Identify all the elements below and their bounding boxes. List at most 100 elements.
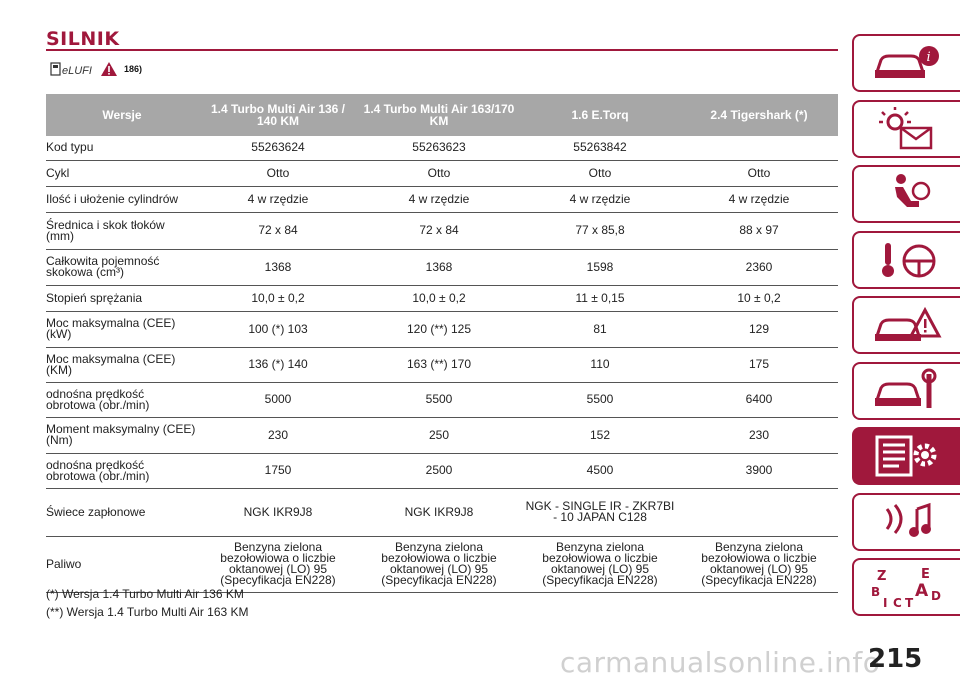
svg-text:D: D	[931, 589, 941, 603]
table-cell: 2360	[680, 249, 838, 286]
tab-maintenance[interactable]	[852, 361, 960, 420]
table-cell: 1368	[358, 249, 520, 286]
table-row: odnośna prędkość obrotowa (obr./min) 500…	[46, 382, 838, 418]
table-cell: Benzyna zielona bezołowiowa o liczbie ok…	[680, 536, 838, 593]
row-label: Moc maksymalna (CEE) (KM)	[46, 347, 198, 383]
svg-text:Z: Z	[877, 569, 886, 584]
key-steering-icon	[882, 242, 936, 277]
header-col-3: 1.6 E.Torq	[520, 94, 680, 136]
row-label: Cykl	[46, 160, 198, 187]
table-row: Cykl Otto Otto Otto Otto	[46, 160, 838, 187]
page-number: 215	[868, 644, 923, 674]
table-cell: 3900	[680, 453, 838, 489]
accident-warning-icon	[874, 306, 942, 341]
table-cell: NGK IKR9J8	[358, 488, 520, 537]
row-label: Moment maksymalny (CEE) (Nm)	[46, 417, 198, 454]
fuel-pump-icon: eLUFI	[50, 61, 96, 77]
svg-text:eLUFI: eLUFI	[62, 65, 92, 77]
airbag-seat-icon	[895, 174, 931, 207]
footnote-1: (*) Wersja 1.4 Turbo Multi Air 136 KM	[46, 587, 244, 601]
table-cell: 4 w rzędzie	[198, 186, 358, 213]
table-cell	[680, 136, 838, 161]
tab-car-info[interactable]: i	[852, 34, 960, 92]
svg-text:T: T	[905, 596, 914, 610]
header-col-4: 2.4 Tigershark (*)	[680, 94, 838, 136]
table-cell: NGK - SINGLE IR - ZKR7BI - 10 JAPAN C128	[520, 488, 680, 537]
chapter-tabs: i	[852, 34, 960, 624]
row-label: Całkowita pojemność skokowa (cm³)	[46, 249, 198, 286]
table-cell: 4 w rzędzie	[358, 186, 520, 213]
svg-text:E: E	[921, 567, 930, 582]
tab-technical-data[interactable]	[852, 427, 960, 485]
table-cell: 1598	[520, 249, 680, 286]
table-header-row: Wersje 1.4 Turbo Multi Air 136 / 140 KM …	[46, 94, 838, 136]
title-divider	[46, 49, 838, 51]
table-cell: 72 x 84	[358, 212, 520, 250]
table-cell: Benzyna zielona bezołowiowa o liczbie ok…	[358, 536, 520, 593]
table-cell: 81	[520, 311, 680, 348]
tab-multimedia[interactable]	[852, 492, 960, 551]
tab-safety[interactable]	[852, 165, 960, 223]
table-cell	[680, 488, 838, 537]
engine-spec-table: Wersje 1.4 Turbo Multi Air 136 / 140 KM …	[46, 94, 838, 593]
table-cell: 6400	[680, 382, 838, 418]
icon-row: eLUFI 186)	[50, 60, 142, 78]
table-cell: 55263842	[520, 136, 680, 161]
watermark: carmanualsonline.info	[560, 646, 881, 679]
table-cell: Otto	[198, 160, 358, 187]
footnote-2: (**) Wersja 1.4 Turbo Multi Air 163 KM	[46, 605, 249, 619]
technical-data-icon	[875, 435, 937, 477]
row-label: Paliwo	[46, 536, 198, 593]
svg-text:A: A	[915, 581, 929, 601]
car-service-icon	[874, 368, 937, 408]
table-cell: Otto	[680, 160, 838, 187]
row-label: odnośna prędkość obrotowa (obr./min)	[46, 453, 198, 489]
tab-starting-driving[interactable]	[852, 230, 960, 289]
table-cell: 136 (*) 140	[198, 347, 358, 383]
reference-note: 186)	[124, 64, 143, 74]
table-cell: 230	[198, 417, 358, 454]
table-cell: Benzyna zielona bezołowiowa o liczbie ok…	[198, 536, 358, 593]
tab-warning-lights[interactable]	[852, 99, 960, 158]
table-cell: 152	[520, 417, 680, 454]
table-row: Moment maksymalny (CEE) (Nm) 230 250 152…	[46, 417, 838, 454]
table-cell: 100 (*) 103	[198, 311, 358, 348]
table-row: Średnica i skok tłoków (mm) 72 x 84 72 x…	[46, 212, 838, 250]
row-label: Średnica i skok tłoków (mm)	[46, 212, 198, 250]
row-label: Moc maksymalna (CEE) (kW)	[46, 311, 198, 348]
row-label: Stopień sprężania	[46, 285, 198, 312]
table-cell: 175	[680, 347, 838, 383]
table-cell: 5500	[520, 382, 680, 418]
tab-emergency[interactable]	[852, 296, 960, 354]
tab-index[interactable]: Z E B A I C T D	[852, 558, 960, 616]
table-cell: 88 x 97	[680, 212, 838, 250]
table-row: Świece zapłonowe NGK IKR9J8 NGK IKR9J8 N…	[46, 488, 838, 537]
table-cell: 77 x 85,8	[520, 212, 680, 250]
table-cell: 4500	[520, 453, 680, 489]
table-cell: 129	[680, 311, 838, 348]
header-col-2: 1.4 Turbo Multi Air 163/170 KM	[358, 94, 520, 136]
alphabetical-index-icon: Z E B A I C T D	[871, 567, 941, 610]
table-cell: 250	[358, 417, 520, 454]
header-col-1: 1.4 Turbo Multi Air 136 / 140 KM	[198, 94, 358, 136]
table-cell: 120 (**) 125	[358, 311, 520, 348]
table-cell: 110	[520, 347, 680, 383]
section-title: SILNIK	[46, 28, 120, 50]
table-row: odnośna prędkość obrotowa (obr./min) 175…	[46, 453, 838, 489]
svg-text:B: B	[871, 585, 880, 599]
table-cell: NGK IKR9J8	[198, 488, 358, 537]
table-cell: 10,0 ± 0,2	[358, 285, 520, 312]
table-cell: 10,0 ± 0,2	[198, 285, 358, 312]
table-cell: 4 w rzędzie	[680, 186, 838, 213]
table-cell: 1368	[198, 249, 358, 286]
table-row: Kod typu 55263624 55263623 55263842	[46, 136, 838, 161]
row-label: Kod typu	[46, 136, 198, 161]
table-cell: Otto	[358, 160, 520, 187]
table-cell: 10 ± 0,2	[680, 285, 838, 312]
table-cell: 4 w rzędzie	[520, 186, 680, 213]
row-label: odnośna prędkość obrotowa (obr./min)	[46, 382, 198, 418]
table-row: Moc maksymalna (CEE) (kW) 100 (*) 103 12…	[46, 311, 838, 348]
table-cell: 230	[680, 417, 838, 454]
table-row: Całkowita pojemność skokowa (cm³) 1368 1…	[46, 249, 838, 286]
table-row: Moc maksymalna (CEE) (KM) 136 (*) 140 16…	[46, 347, 838, 383]
